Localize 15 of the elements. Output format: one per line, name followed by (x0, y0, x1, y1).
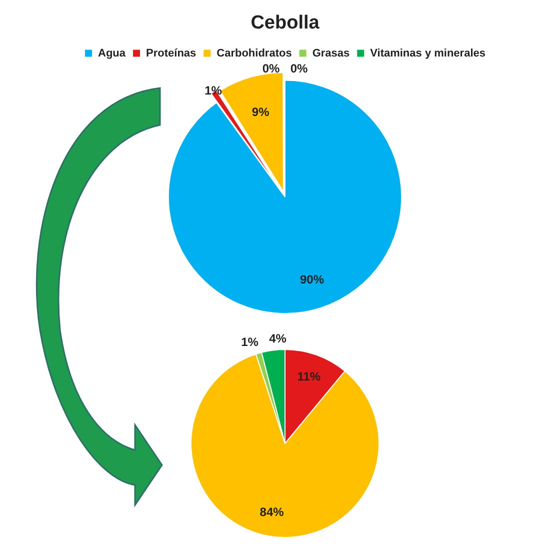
legend-label: Agua (98, 47, 126, 60)
data-label: 4% (269, 332, 287, 346)
data-label: 1% (204, 84, 222, 98)
data-label: 11% (297, 369, 321, 384)
legend-label: Proteínas (146, 47, 196, 60)
data-label: 9% (252, 105, 270, 120)
data-label: 90% (300, 272, 324, 286)
chart-title: Cebolla (250, 12, 320, 34)
legend-label: Grasas (312, 47, 350, 60)
legend-label: Vitaminas y minerales (370, 47, 486, 60)
data-label: 84% (260, 505, 284, 520)
text: 0% (262, 62, 280, 76)
data-label: 1% (241, 334, 259, 349)
text: 0% (290, 62, 308, 76)
legend-label: Carbohidratos (216, 47, 292, 60)
